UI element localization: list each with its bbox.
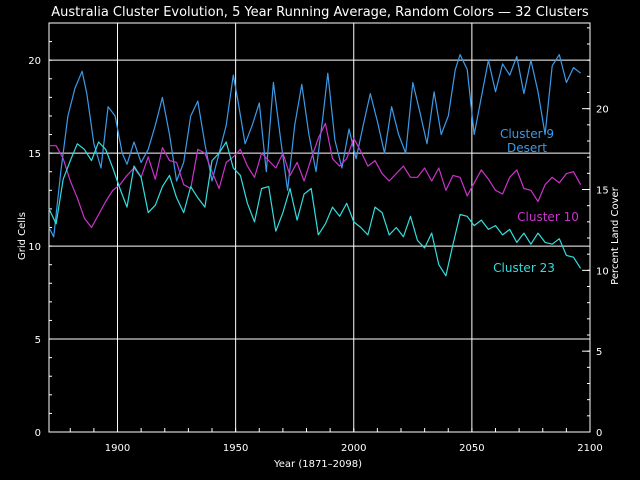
y-tick-label: 10 <box>28 242 41 253</box>
x-axis-label: Year (1871–2098) <box>273 459 362 470</box>
series-label: Cluster 9 <box>500 127 554 141</box>
y2-tick-label: 20 <box>596 105 609 116</box>
y2-tick-label: 15 <box>596 186 609 197</box>
chart-title: Australia Cluster Evolution, 5 Year Runn… <box>51 5 589 20</box>
y-tick-label: 5 <box>35 335 41 346</box>
series-lines <box>48 53 582 277</box>
x-tick-label: 2050 <box>459 443 484 454</box>
series-line-cluster-9 <box>48 53 581 238</box>
y2-tick-label: 10 <box>596 266 609 277</box>
y-tick-label: 20 <box>28 56 41 67</box>
series-label: Cluster 10 <box>517 210 579 224</box>
y2-tick-label: 0 <box>596 428 602 439</box>
x-tick-label: 1900 <box>105 443 130 454</box>
x-tick-label: 2000 <box>341 443 366 454</box>
x-tick-label: 1950 <box>223 443 248 454</box>
series-label: Desert <box>507 141 547 155</box>
y-axis-label: Grid Cells <box>17 212 28 260</box>
x-tick-label: 2100 <box>577 443 602 454</box>
tick-labels: 0 5 10 15 20 0 5 10 15 20 1900 1950 2000 2050 2100 <box>28 56 608 454</box>
y2-axis-label: Percent Land Cover <box>610 186 621 285</box>
y2-tick-label: 5 <box>596 347 602 358</box>
series-label: Cluster 23 <box>493 261 555 275</box>
series-line-cluster-23 <box>48 141 582 277</box>
y-tick-label: 15 <box>28 149 41 160</box>
y-tick-label: 0 <box>35 428 41 439</box>
